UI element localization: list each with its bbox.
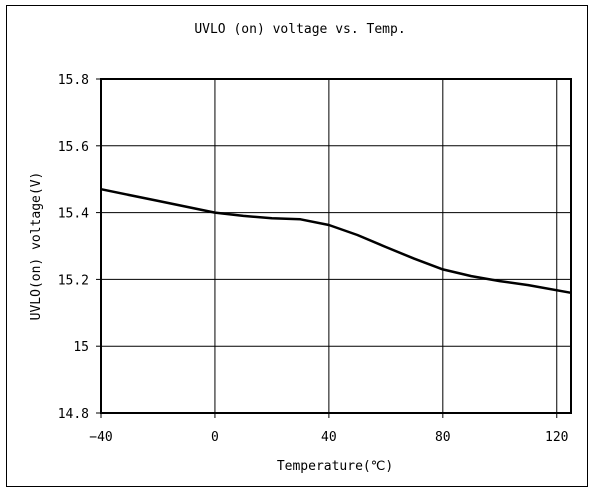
y-tick-label: 15.4 <box>58 207 89 222</box>
plot-area-border <box>100 78 572 414</box>
y-tick-label: 14.8 <box>58 407 89 422</box>
x-tick-label: 120 <box>545 430 568 445</box>
y-axis-label: UVLO(on) voltage(V) <box>29 172 44 321</box>
x-tick-label: 80 <box>435 430 451 445</box>
chart-frame <box>6 5 588 487</box>
chart-title: UVLO (on) voltage vs. Temp. <box>194 22 405 37</box>
series-line <box>100 187 572 295</box>
series-layer <box>100 187 572 295</box>
y-tick-label: 15 <box>73 340 89 355</box>
x-tick-label: 40 <box>321 430 337 445</box>
x-tick-label: −40 <box>89 430 112 445</box>
axis-ticks: −40 0 40 80 120 14.8 15 15.2 15.4 15.6 15.8 <box>58 73 569 445</box>
x-axis-label: Temperature(℃) <box>277 459 393 474</box>
x-tick-label: 0 <box>211 430 219 445</box>
y-tick-label: 15.8 <box>58 73 89 88</box>
grid-lines <box>101 79 571 413</box>
y-tick-label: 15.2 <box>58 273 89 288</box>
y-tick-label: 15.6 <box>58 140 89 155</box>
